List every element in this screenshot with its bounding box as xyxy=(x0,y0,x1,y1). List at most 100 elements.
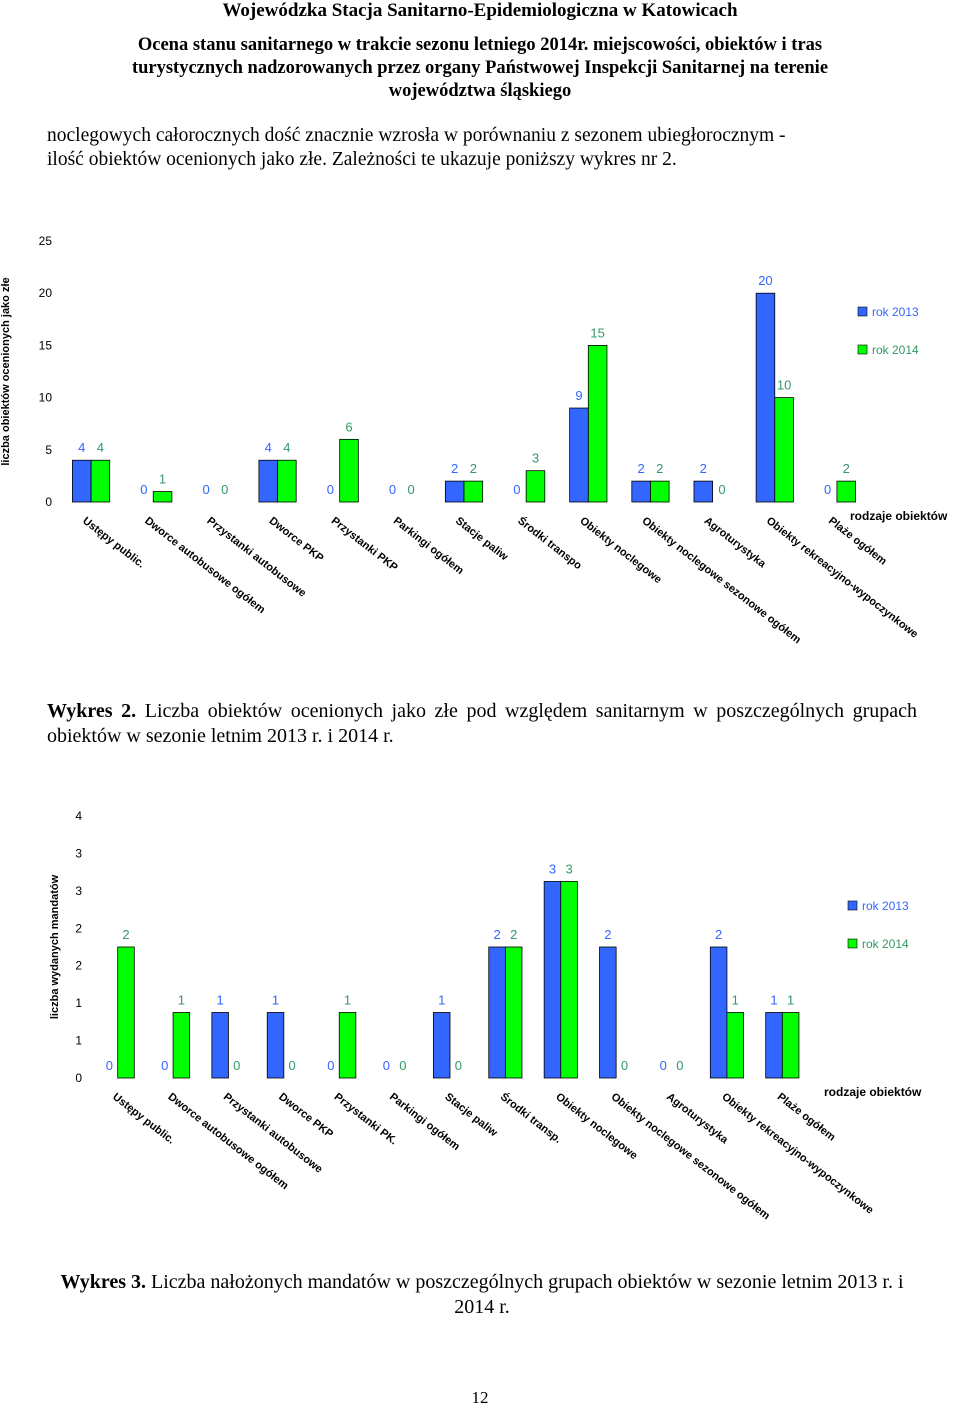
chart1-bar-2013 xyxy=(72,459,92,503)
chart2-ytick-label: 2 xyxy=(75,959,82,973)
chart-2-caption-label: Wykres 2. xyxy=(47,700,137,722)
chart2-bar-2014 xyxy=(172,1012,191,1079)
chart2-value-label: 1 xyxy=(272,993,279,1008)
chart2-ytick-label: 1 xyxy=(75,996,82,1010)
chart1-bar-2013 xyxy=(755,292,776,503)
chart2-ytick-label: 4 xyxy=(75,809,82,823)
intro-paragraph: noclegowych całorocznych dość znacznie w… xyxy=(47,124,917,172)
chart2-bar-2013 xyxy=(543,881,562,1079)
chart1-bar-2014 xyxy=(463,480,484,503)
chart2-bar-2014 xyxy=(504,946,523,1079)
chart1-bar-2013 xyxy=(569,407,589,503)
chart1-bar-2014 xyxy=(650,480,670,503)
chart1-category-label: Przystanki PKP xyxy=(329,515,400,574)
chart1-category-label: Środki transpo xyxy=(515,514,584,572)
chart1-value-label: 0 xyxy=(202,482,209,497)
chart2-value-label: 0 xyxy=(289,1058,296,1073)
chart2-ytick-label: 2 xyxy=(75,921,82,935)
chart1-value-label: 2 xyxy=(656,461,663,476)
chart2-value-label: 1 xyxy=(344,993,351,1008)
document-header-title: Wojewódzka Stacja Sanitarno-Epidemiologi… xyxy=(222,0,738,21)
chart1-category-label: Dworce autobusowe ogółem xyxy=(142,515,267,616)
chart2-value-label: 1 xyxy=(217,993,224,1008)
chart1-bar-2014 xyxy=(525,470,546,503)
chart1-value-label: 0 xyxy=(718,482,725,497)
chart2-value-label: 1 xyxy=(770,993,777,1008)
chart1-ytick-label: 0 xyxy=(45,495,52,509)
chart2-bar-2013 xyxy=(432,1012,451,1079)
chart1-value-label: 1 xyxy=(159,472,166,487)
chart2-value-label: 2 xyxy=(715,927,722,942)
chart1-y-axis-title: liczba obiektów ocenionych jako złe xyxy=(0,277,12,465)
chart1-ytick-label: 25 xyxy=(39,234,53,248)
chart1-category-label: Ustępy public. xyxy=(80,515,147,571)
chart1-legend-swatch-2014 xyxy=(857,344,868,355)
chart1-bar-2014 xyxy=(587,345,608,503)
chart1-value-label: 2 xyxy=(451,461,458,476)
chart2-bar-2014 xyxy=(560,881,578,1079)
chart2-legend-label-2014: rok 2014 xyxy=(862,937,909,951)
chart1-value-label: 20 xyxy=(758,273,772,288)
chart1-bar-2014 xyxy=(152,491,173,503)
chart2-category-label: Dworce autobusowe ogółem xyxy=(166,1091,291,1192)
chart1-value-label: 15 xyxy=(590,325,604,340)
chart-2-caption-text: Liczba obiektów ocenionych jako złe pod … xyxy=(47,700,918,747)
chart2-value-label: 0 xyxy=(455,1058,462,1073)
chart1-value-label: 2 xyxy=(638,461,645,476)
chart-3-caption-text: Liczba nałożonych mandatów w poszczególn… xyxy=(151,1271,904,1318)
chart1-bar-2013 xyxy=(693,480,714,503)
chart1-value-label: 0 xyxy=(824,482,831,497)
chart1-ytick-label: 20 xyxy=(39,286,53,300)
chart1-value-label: 6 xyxy=(345,419,352,434)
chart2-value-label: 0 xyxy=(327,1058,334,1073)
chart2-ytick-label: 3 xyxy=(75,846,82,860)
chart2-ytick-label: 3 xyxy=(75,884,82,898)
chart2-value-label: 2 xyxy=(510,927,517,942)
chart1-category-label: Agroturystyka xyxy=(702,515,769,571)
chart1-value-label: 10 xyxy=(777,378,791,393)
chart2-value-label: 0 xyxy=(383,1058,390,1073)
chart1-value-label: 0 xyxy=(513,482,520,497)
subtitle-line-1: Ocena stanu sanitarnego w trakcie sezonu… xyxy=(137,35,823,55)
subtitle-line-3: województwa śląskiego xyxy=(388,81,572,101)
chart2-value-label: 1 xyxy=(732,993,739,1008)
page-number: 12 xyxy=(471,1388,489,1407)
chart1-ytick-label: 15 xyxy=(39,338,53,352)
chart2-value-label: 2 xyxy=(604,927,611,942)
document-header-subtitle: Ocena stanu sanitarnego w trakcie sezonu… xyxy=(0,34,960,103)
chart2-value-label: 3 xyxy=(565,862,572,877)
chart2-bar-2013 xyxy=(709,946,728,1079)
chart1-bar-2013 xyxy=(444,480,465,503)
chart2-value-label: 1 xyxy=(438,993,445,1008)
chart1-value-label: 0 xyxy=(221,482,228,497)
chart1-value-label: 3 xyxy=(532,451,539,466)
chart2-bar-2013 xyxy=(488,946,506,1079)
chart1-x-axis-title: rodzaje obiektów xyxy=(850,509,948,523)
chart1-value-label: 0 xyxy=(140,482,147,497)
chart2-ytick-label: 0 xyxy=(75,1071,82,1085)
chart2-bar-2013 xyxy=(599,946,617,1079)
chart1-value-label: 4 xyxy=(283,440,290,455)
chart2-value-label: 1 xyxy=(178,993,185,1008)
chart1-value-label: 0 xyxy=(389,482,396,497)
chart2-value-label: 3 xyxy=(549,862,556,877)
chart2-bar-2014 xyxy=(338,1012,357,1079)
chart2-value-label: 1 xyxy=(787,993,794,1008)
chart1-bar-2014 xyxy=(339,438,359,503)
chart2-ytick-label: 1 xyxy=(75,1034,82,1048)
chart2-bar-2014 xyxy=(726,1012,744,1079)
chart1-legend-label-2013: rok 2013 xyxy=(872,305,919,319)
chart2-value-label: 0 xyxy=(621,1058,628,1073)
chart1-legend-label-2014: rok 2014 xyxy=(872,343,919,357)
chart1-bar-2014 xyxy=(277,459,297,503)
chart2-y-axis-title: liczba wydanych mandatów xyxy=(49,874,61,1019)
chart1-value-label: 2 xyxy=(470,461,477,476)
chart1-value-label: 4 xyxy=(97,440,104,455)
chart2-bar-2014 xyxy=(781,1012,800,1079)
chart2-category-label: Przystanki autobusowe xyxy=(221,1091,325,1176)
chart1-bar-2014 xyxy=(90,459,111,503)
chart2-bar-2013 xyxy=(266,1012,285,1079)
chart1-category-label: Stacje paliw xyxy=(453,515,510,563)
